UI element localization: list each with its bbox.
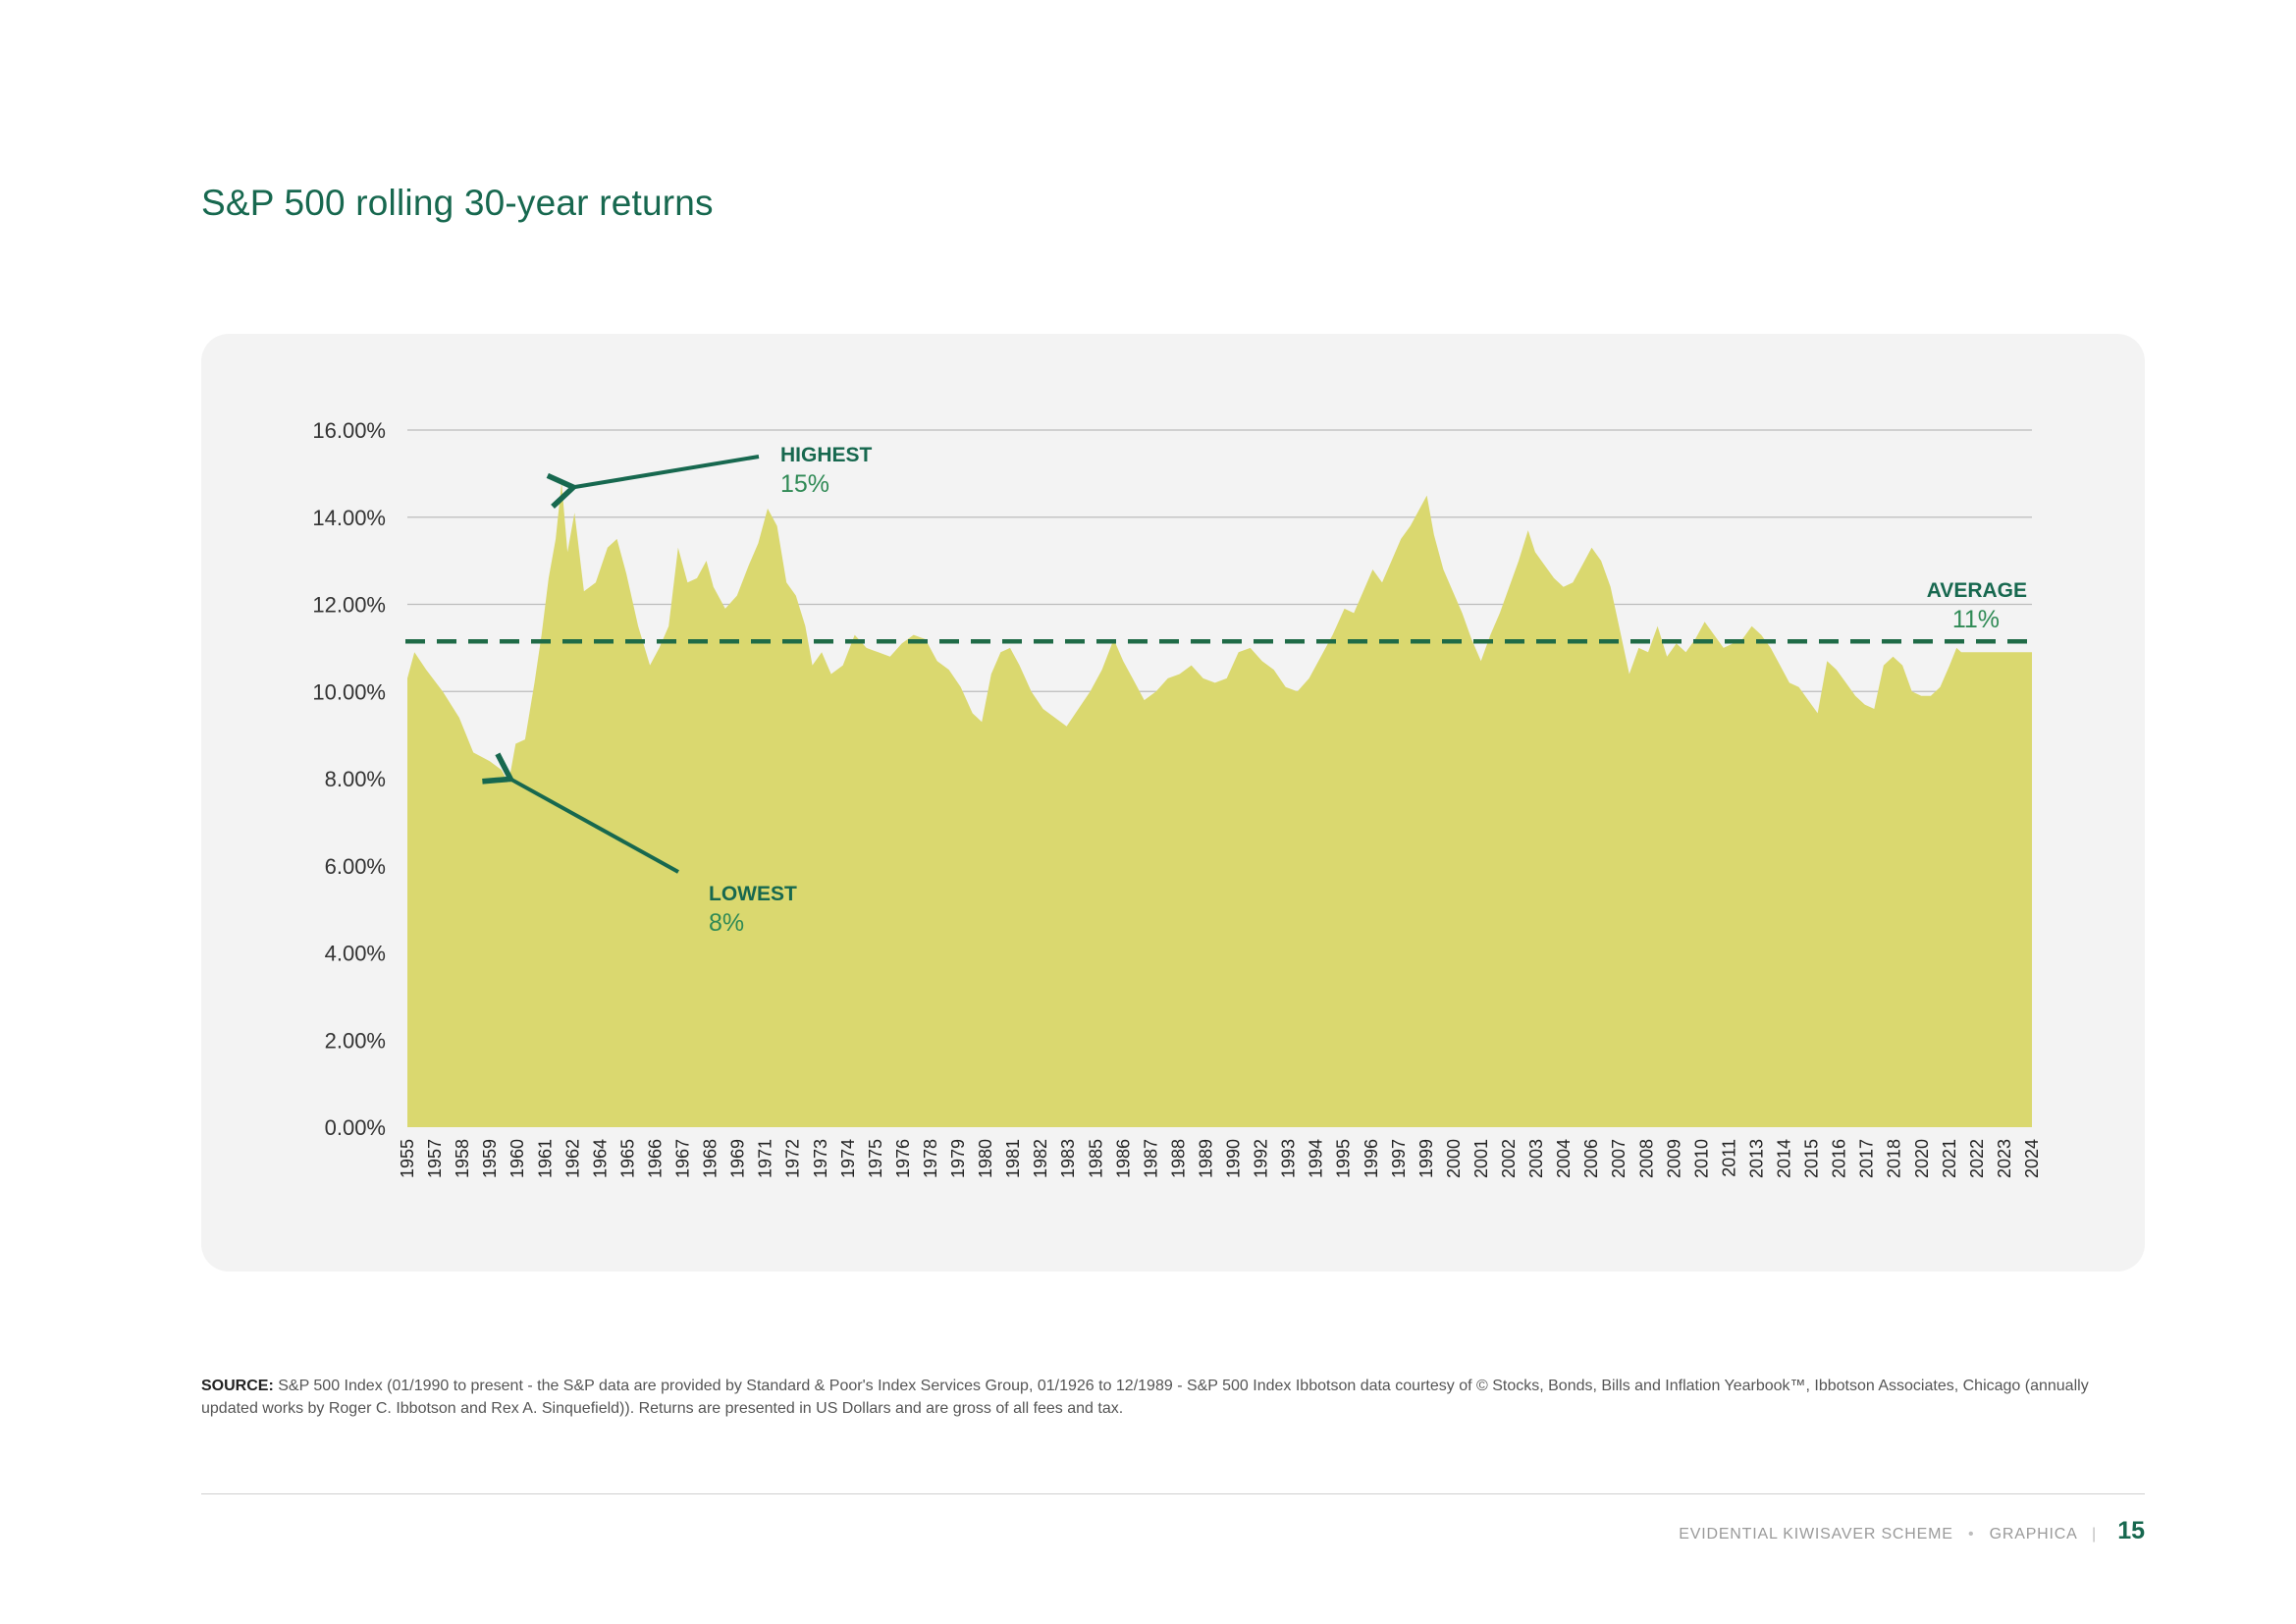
x-tick-label: 1974	[838, 1139, 858, 1178]
average-value: 11%	[1952, 606, 2000, 633]
x-tick-label: 1999	[1416, 1139, 1436, 1178]
x-tick-label: 2006	[1581, 1139, 1601, 1178]
footer-dot: •	[1967, 1526, 1975, 1543]
x-tick-label: 1967	[673, 1139, 693, 1178]
x-tick-label: 1978	[921, 1139, 940, 1178]
x-tick-label: 1973	[811, 1139, 830, 1178]
y-tick-label: 0.00%	[325, 1115, 386, 1140]
x-tick-label: 2021	[1940, 1139, 1959, 1178]
x-tick-label: 1995	[1334, 1139, 1354, 1178]
x-tick-label: 1979	[948, 1139, 968, 1178]
footer-separator: |	[2091, 1526, 2097, 1543]
footer-rule	[201, 1493, 2145, 1494]
chart-title: S&P 500 rolling 30-year returns	[201, 183, 714, 223]
x-tick-label: 1988	[1168, 1139, 1188, 1178]
source-label: SOURCE:	[201, 1378, 274, 1394]
x-tick-label: 1985	[1086, 1139, 1105, 1178]
x-tick-label: 2018	[1885, 1139, 1904, 1178]
x-tick-label: 1992	[1252, 1139, 1271, 1178]
x-tick-label: 2024	[2022, 1139, 2042, 1178]
x-tick-label: 2008	[1636, 1139, 1656, 1178]
x-tick-label: 1993	[1279, 1139, 1299, 1178]
lowest-label: LOWEST	[709, 883, 797, 905]
x-tick-label: 1990	[1224, 1139, 1244, 1178]
y-tick-label: 12.00%	[312, 593, 386, 618]
x-tick-label: 1972	[783, 1139, 803, 1178]
chart-panel: 0.00% 2.00% 4.00% 6.00% 8.00% 10.00% 12.00% 14.…	[201, 334, 2145, 1272]
x-tick-label: 1982	[1031, 1139, 1050, 1178]
x-tick-label: 2023	[1995, 1139, 2014, 1178]
x-tick-label: 2009	[1664, 1139, 1683, 1178]
x-tick-label: 2013	[1746, 1139, 1766, 1178]
x-tick-label: 1957	[425, 1139, 445, 1178]
lowest-value: 8%	[709, 909, 744, 937]
y-tick-label: 14.00%	[312, 506, 386, 530]
x-tick-label: 2002	[1499, 1139, 1519, 1178]
x-tick-label: 2014	[1775, 1139, 1794, 1178]
y-axis-ticks: 0.00% 2.00% 4.00% 6.00% 8.00% 10.00% 12.00% 14.…	[312, 418, 386, 1140]
x-tick-label: 1971	[756, 1139, 775, 1178]
highest-arrow	[546, 455, 760, 509]
x-tick-label: 1958	[453, 1139, 472, 1178]
x-tick-label: 1962	[562, 1139, 582, 1178]
annotation-layer: HIGHEST 15% LOWEST 8%	[482, 444, 873, 937]
source-note: SOURCE: S&P 500 Index (01/1990 to presen…	[201, 1375, 2145, 1420]
x-tick-label: 1968	[701, 1139, 721, 1178]
x-tick-label: 2003	[1526, 1139, 1546, 1178]
x-tick-label: 2004	[1554, 1139, 1574, 1178]
x-tick-label: 2022	[1967, 1139, 1987, 1178]
x-tick-label: 1975	[866, 1139, 885, 1178]
highest-label: HIGHEST	[780, 444, 873, 466]
area-layer	[407, 482, 2032, 1127]
x-tick-label: 2011	[1719, 1139, 1738, 1177]
x-tick-label: 1960	[507, 1139, 527, 1178]
x-tick-label: 1969	[728, 1139, 748, 1178]
x-tick-label: 1983	[1058, 1139, 1078, 1178]
y-tick-label: 16.00%	[312, 418, 386, 443]
footer-brand: GRAPHICA	[1989, 1526, 2077, 1543]
x-tick-label: 1989	[1196, 1139, 1215, 1178]
footer: EVIDENTIAL KIWISAVER SCHEME • GRAPHICA |…	[1679, 1517, 2145, 1545]
x-tick-label: 1965	[617, 1139, 637, 1178]
y-tick-label: 4.00%	[325, 942, 386, 966]
x-tick-label: 1976	[893, 1139, 913, 1178]
x-tick-label: 2016	[1830, 1139, 1849, 1178]
page-number: 15	[2117, 1517, 2145, 1544]
x-tick-label: 2010	[1691, 1139, 1711, 1178]
highest-value: 15%	[780, 470, 829, 498]
x-tick-label: 2020	[1912, 1139, 1932, 1178]
x-tick-label: 1994	[1307, 1139, 1326, 1178]
lowest-arrow	[482, 752, 679, 874]
footer-scheme: EVIDENTIAL KIWISAVER SCHEME	[1679, 1526, 1953, 1543]
x-tick-label: 1996	[1362, 1139, 1381, 1178]
y-tick-label: 8.00%	[325, 767, 386, 791]
average-label: AVERAGE	[1927, 579, 2027, 602]
x-tick-label: 2015	[1802, 1139, 1822, 1178]
y-tick-label: 2.00%	[325, 1028, 386, 1053]
x-tick-label: 2007	[1609, 1139, 1629, 1178]
x-tick-label: 1966	[645, 1139, 665, 1178]
x-tick-label: 1955	[398, 1139, 417, 1178]
x-tick-label: 1959	[480, 1139, 500, 1178]
x-tick-label: 1986	[1113, 1139, 1133, 1178]
y-tick-label: 10.00%	[312, 679, 386, 704]
x-tick-label: 1964	[590, 1139, 610, 1178]
x-tick-label: 2000	[1444, 1139, 1464, 1178]
returns-area	[407, 482, 2032, 1127]
x-tick-label: 2001	[1471, 1139, 1491, 1178]
source-text: S&P 500 Index (01/1990 to present - the …	[201, 1378, 2089, 1417]
x-tick-label: 2017	[1857, 1139, 1877, 1178]
x-tick-label: 1997	[1389, 1139, 1409, 1178]
x-axis-ticks: 1955 1957 1958 1959 1960 1961 1962 1964 1965 1966…	[398, 1139, 2042, 1178]
x-tick-label: 1981	[1003, 1139, 1023, 1178]
x-tick-label: 1980	[976, 1139, 995, 1178]
y-tick-label: 6.00%	[325, 854, 386, 879]
x-tick-label: 1961	[535, 1139, 555, 1178]
area-chart: 0.00% 2.00% 4.00% 6.00% 8.00% 10.00% 12.00% 14.…	[312, 418, 2042, 1178]
x-tick-label: 1987	[1141, 1139, 1160, 1178]
average-layer: AVERAGE 11%	[405, 579, 2036, 644]
